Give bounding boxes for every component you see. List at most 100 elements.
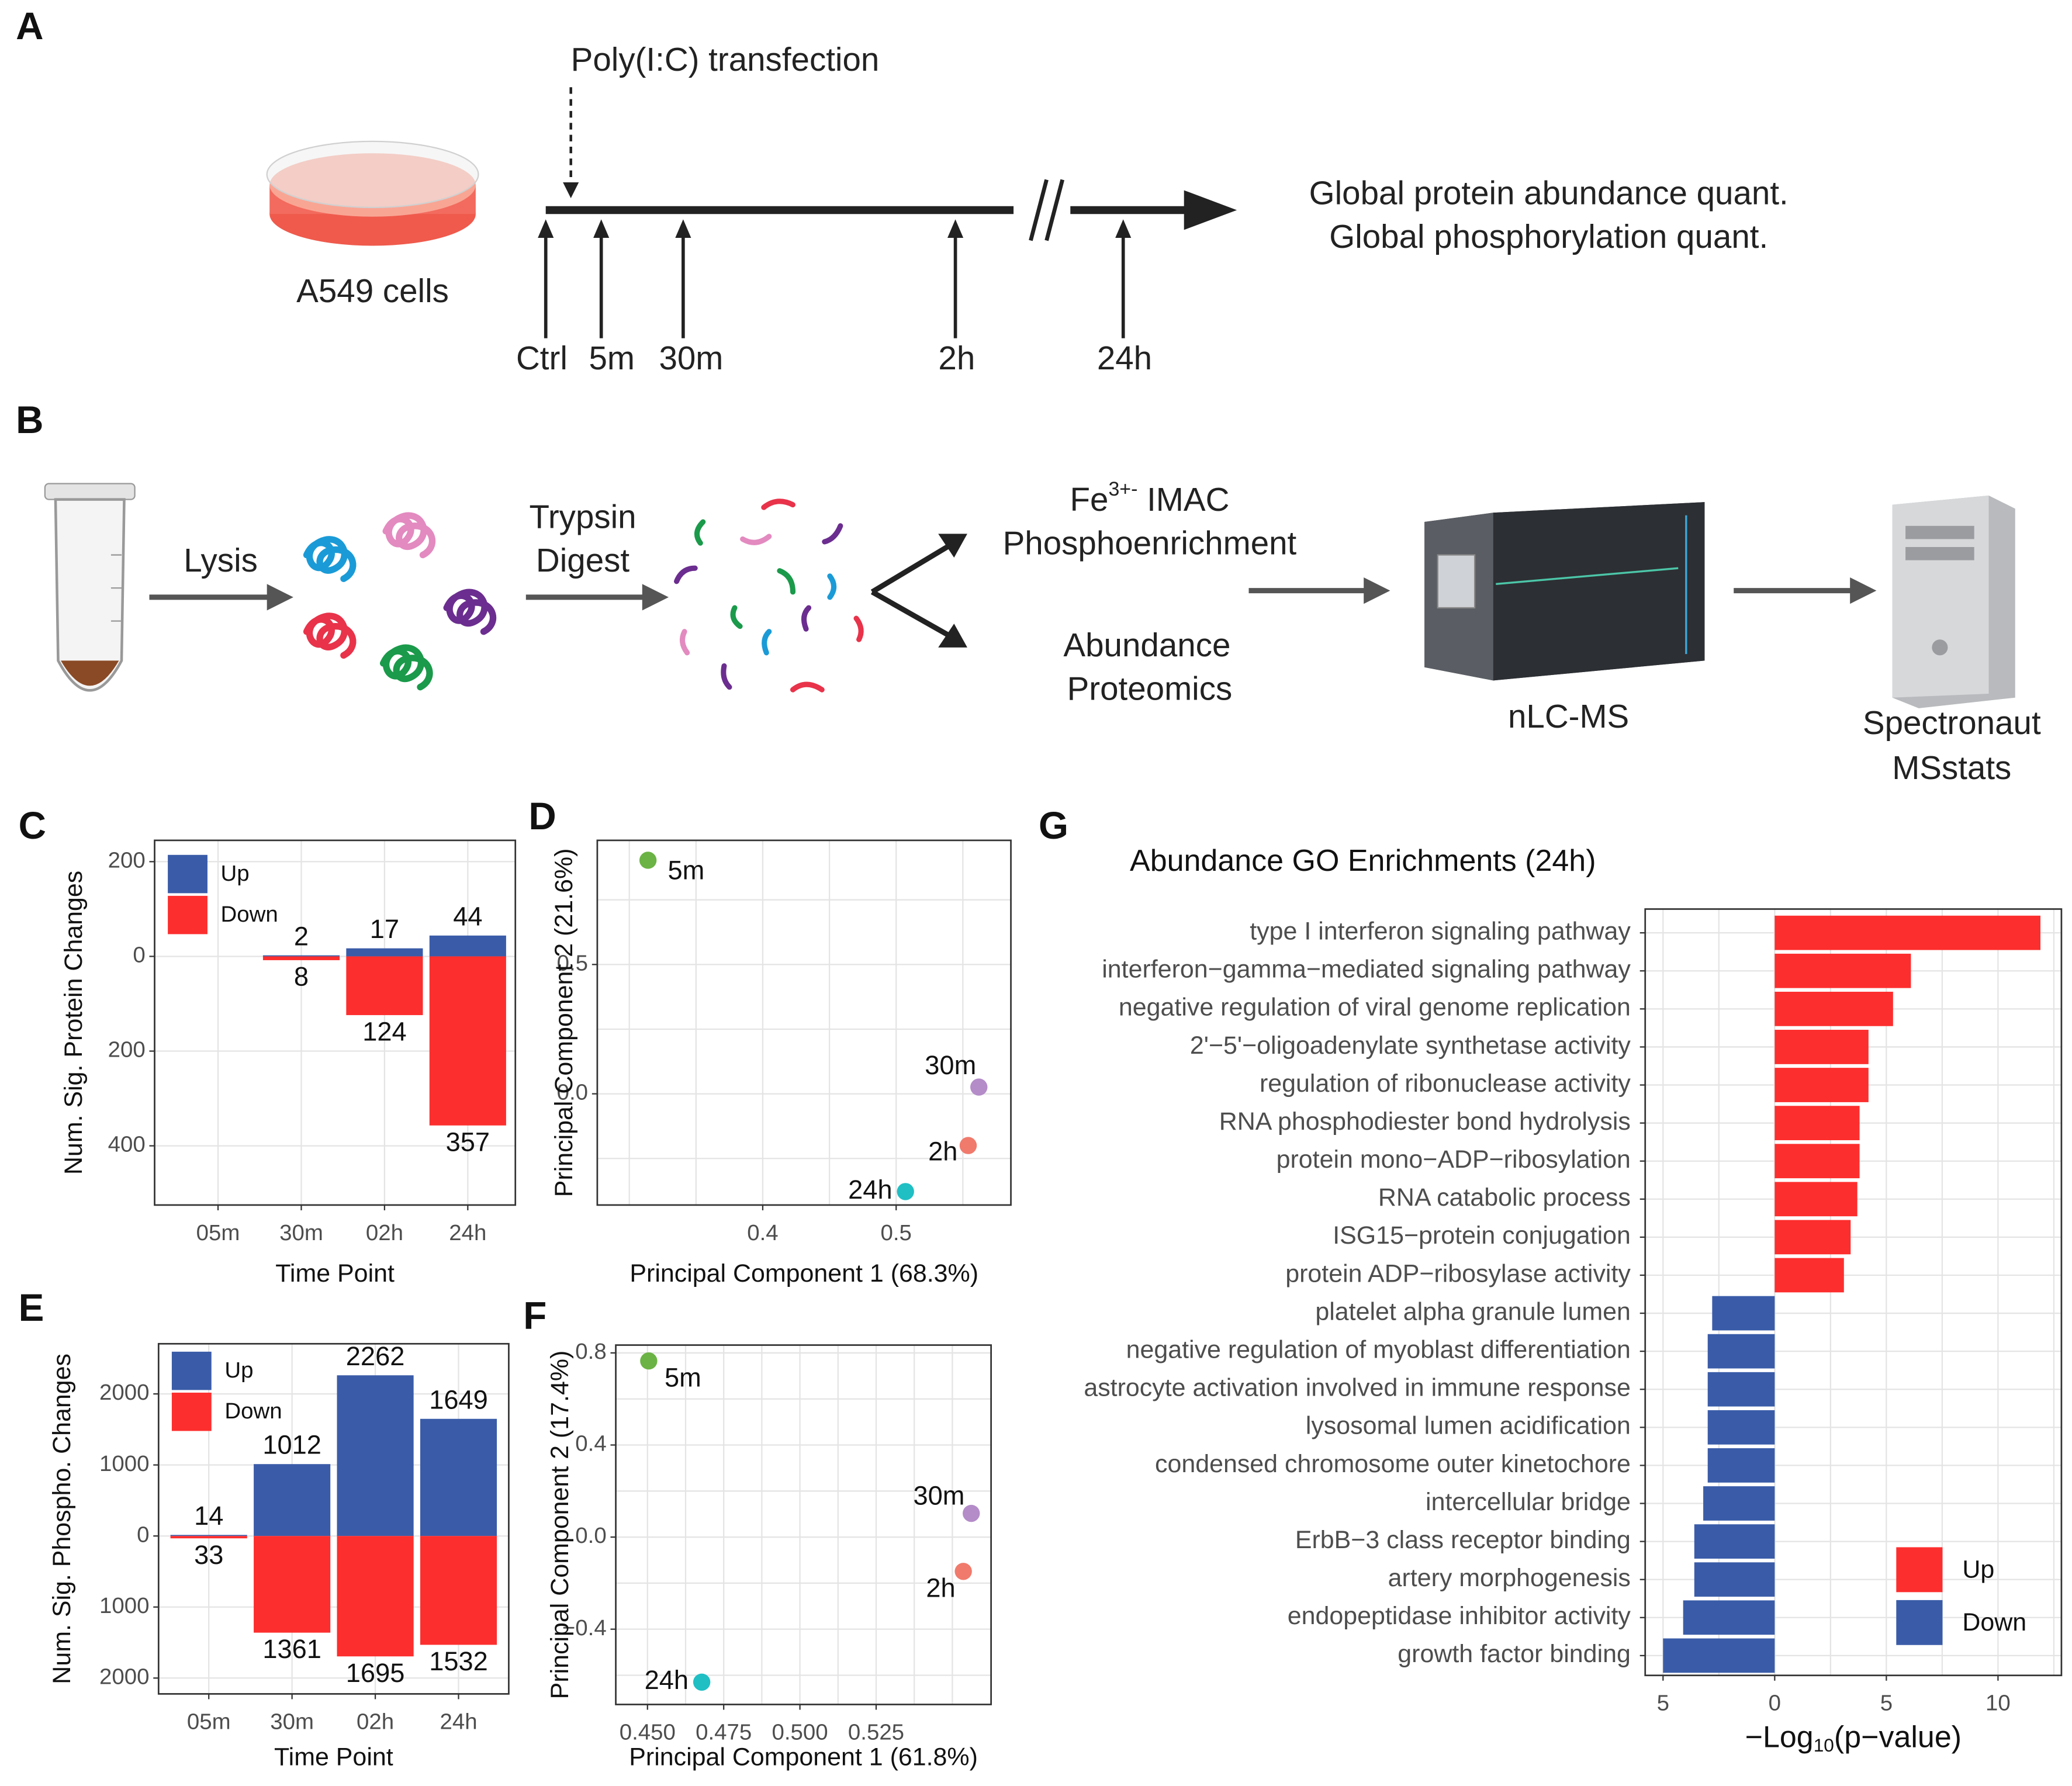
data-label: 2 (294, 921, 309, 951)
point-label: 30m (913, 1480, 964, 1510)
x-tick-label: 0.500 (772, 1719, 828, 1745)
panel-label: G (1039, 804, 1068, 847)
category-label: astrocyte activation involved in immune … (1084, 1374, 1631, 1402)
category-label: intercellular bridge (1426, 1488, 1631, 1516)
bar (262, 955, 340, 957)
y-tick-label: 0.8 (575, 1339, 606, 1364)
bar (337, 1536, 414, 1657)
plot-frame (157, 1342, 510, 1695)
arrowhead (642, 584, 669, 611)
y-tick-label: 0 (137, 1522, 149, 1547)
treatment-label: Poly(I:C) transfection (571, 41, 880, 78)
readout: Global phosphorylation quant. (1329, 218, 1768, 255)
bar (420, 1536, 497, 1645)
y-axis-title: Principal Component 2 (17.4%) (546, 1351, 574, 1700)
bar (1663, 1638, 1775, 1673)
x-axis-title-sub: 10 (1814, 1735, 1834, 1756)
y-tick-label: 200 (108, 848, 146, 873)
y-tick-label: 0.0 (557, 1080, 588, 1105)
x-tick-label: 5 (1880, 1691, 1893, 1716)
category-label: 2'−5'−oligoadenylate synthetase activity (1190, 1032, 1631, 1060)
timeline-panel: A549 cells Poly(I:C) transfection Ctrl 5… (266, 41, 1789, 376)
y-tick-label: 0 (133, 943, 145, 968)
data-label: 33 (194, 1540, 223, 1570)
plot-frame (154, 839, 517, 1206)
y-tick-label: 1000 (99, 1451, 149, 1476)
x-axis-title: Principal Component 1 (61.8%) (629, 1743, 978, 1771)
x-tick-label: 30m (279, 1220, 323, 1245)
time-label: 24h (1097, 340, 1152, 376)
point (693, 1673, 711, 1691)
bar (170, 1536, 247, 1539)
cells-label: A549 cells (296, 272, 449, 309)
x-tick-label: 30m (270, 1709, 314, 1734)
step-label: Digest (536, 542, 629, 579)
category-label: interferon−gamma−mediated signaling path… (1102, 956, 1631, 984)
step-label: Lysis (184, 542, 258, 579)
legend-swatch (168, 854, 207, 894)
time-label: 30m (659, 340, 723, 376)
bar (1707, 1372, 1775, 1407)
y-tick-label: 200 (108, 1037, 146, 1062)
proteins (303, 512, 497, 691)
ion: Fe (1070, 481, 1108, 518)
category-label: ErbB−3 class receptor binding (1295, 1526, 1631, 1554)
time-label: 5m (589, 340, 635, 376)
fork-arrow (870, 542, 953, 639)
bar (420, 1418, 497, 1536)
x-tick-label: 24h (449, 1220, 486, 1245)
step-label: Trypsin (529, 498, 636, 535)
point (963, 1504, 980, 1522)
legend-swatch (1896, 1600, 1943, 1645)
x-tick-label: 0.525 (848, 1719, 904, 1745)
data-label: 17 (370, 914, 399, 944)
bar (337, 1375, 414, 1536)
plot-frame (596, 839, 1012, 1206)
legend-swatch (171, 1351, 212, 1390)
bar (254, 1464, 331, 1536)
x-tick-label: 05m (196, 1220, 240, 1245)
panel-labels: A B C D E F G (16, 5, 1068, 1337)
y-tick-label: 1000 (99, 1593, 149, 1618)
x-tick-label: 02h (366, 1220, 403, 1245)
bar (1774, 1220, 1851, 1255)
x-axis-title-part: −Log (1745, 1720, 1814, 1754)
bar (1774, 991, 1893, 1026)
bar (1774, 1144, 1860, 1179)
data-label: 1649 (429, 1385, 488, 1414)
x-axis-title: Principal Component 1 (68.3%) (629, 1259, 978, 1287)
arrowhead (1364, 577, 1390, 604)
y-tick-label: 0.4 (575, 1431, 606, 1456)
legend-swatch (168, 895, 207, 934)
point (639, 852, 657, 869)
y-axis-title: Num. Sig. Phospho. Changes (48, 1354, 76, 1684)
y-axis-title: Principal Component 2 (21.6%) (550, 849, 578, 1197)
y-tick-label: 2000 (99, 1664, 149, 1689)
y-tick-label: 0.0 (575, 1523, 606, 1548)
point (640, 1352, 658, 1370)
legend-swatch (1896, 1547, 1943, 1593)
x-tick-label: 0.475 (696, 1719, 752, 1745)
legend-swatch (171, 1392, 212, 1431)
panel-label: F (523, 1294, 546, 1337)
x-axis-title-part: (p−value) (1834, 1720, 1962, 1754)
data-label: 8 (294, 962, 309, 992)
category-label: condensed chromosome outer kinetochore (1155, 1450, 1631, 1478)
data-label: 2262 (346, 1341, 405, 1371)
bar (1712, 1296, 1775, 1331)
category-label: regulation of ribonuclease activity (1260, 1069, 1631, 1098)
category-label: ISG15−protein conjugation (1333, 1221, 1631, 1249)
ms-instrument (1424, 502, 1705, 681)
plot-frame (1644, 908, 2063, 1677)
point-label: 30m (925, 1050, 976, 1080)
axis-break (1029, 179, 1064, 241)
legend-label: Down (224, 1399, 282, 1424)
category-label: RNA catabolic process (1378, 1183, 1631, 1212)
plot-background (615, 1345, 991, 1705)
time-label: 2h (938, 340, 975, 376)
category-label: growth factor binding (1398, 1640, 1631, 1668)
category-label: RNA phosphodiester bond hydrolysis (1219, 1107, 1631, 1136)
x-axis-title: Time Point (274, 1743, 393, 1771)
point (954, 1563, 972, 1580)
plot-frame (615, 1344, 992, 1705)
